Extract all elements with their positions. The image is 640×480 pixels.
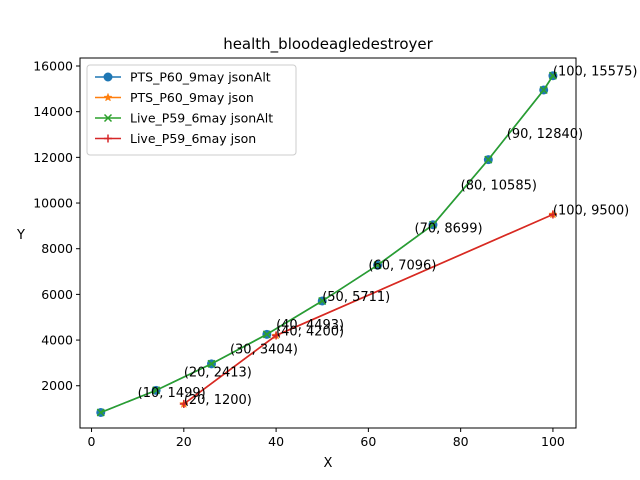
data-label: (50, 5711) [322, 290, 390, 305]
x-tick-label: 100 [541, 434, 565, 449]
data-label: (10, 1499) [138, 386, 206, 401]
y-tick-label: 2000 [41, 378, 73, 393]
data-point [152, 386, 161, 395]
x-tick-label: 20 [176, 434, 192, 449]
y-tick-label: 12000 [33, 150, 73, 165]
y-tick-label: 16000 [33, 58, 73, 73]
legend-label: Live_P59_6may json [130, 131, 256, 146]
y-tick-label: 4000 [41, 333, 73, 348]
y-axis-label: Y [16, 228, 25, 243]
data-label: (30, 3404) [230, 343, 298, 358]
data-annotations: (10, 1499) (20, 2413) (30, 3404) (40, 4493)… [138, 65, 638, 408]
data-label: (60, 7096) [368, 258, 436, 273]
x-axis-label: X [324, 456, 333, 471]
x-tick-label: 40 [268, 434, 284, 449]
legend-entry: PTS_P60_9may json [95, 90, 254, 105]
legend-box [86, 64, 297, 156]
data-point [96, 408, 105, 417]
y-tick-label: 10000 [33, 196, 73, 211]
data-label: (70, 8699) [415, 222, 483, 237]
y-tick-label: 8000 [41, 241, 73, 256]
legend-entry: Live_P59_6may json [95, 131, 256, 146]
x-axis: 0 20 40 60 80 100 [88, 428, 565, 449]
legend-label: PTS_P60_9may json [130, 90, 254, 105]
legend-marker [103, 92, 113, 102]
legend-entry: PTS_P60_9may jsonAlt [95, 70, 271, 85]
series-3 [179, 210, 557, 409]
series-2 [96, 71, 557, 417]
y-tick-label: 6000 [41, 287, 73, 302]
data-label: (40, 4200) [276, 325, 344, 340]
data-point [373, 261, 382, 270]
legend-marker [103, 72, 113, 82]
data-point [207, 359, 216, 368]
data-point [548, 210, 557, 219]
x-tick-label: 80 [453, 434, 469, 449]
plot-frame [79, 57, 577, 429]
data-point [548, 71, 557, 80]
data-label: (40, 4493) [276, 318, 344, 333]
data-point [179, 400, 188, 409]
data-point [262, 330, 271, 339]
y-axis: 2000 4000 6000 8000 10000 12000 14000 16000 [33, 58, 80, 393]
plot-area [96, 71, 558, 417]
data-point [428, 220, 437, 229]
data-label: (80, 10585) [461, 179, 537, 194]
legend-label: Live_P59_6may jsonAlt [130, 111, 273, 126]
legend: PTS_P60_9may jsonAlt PTS_P60_9may json Liv… [86, 64, 297, 156]
legend-entry: Live_P59_6may jsonAlt [95, 111, 273, 126]
data-label: (90, 12840) [507, 127, 583, 142]
legend-marker [104, 134, 112, 143]
chart-title: health_bloodeagledestroyer [223, 35, 433, 54]
data-point [272, 331, 281, 340]
data-label: (20, 2413) [184, 365, 252, 380]
series-line [100, 75, 554, 414]
data-point [539, 85, 548, 95]
data-label: (100, 9500) [553, 203, 629, 218]
data-label: (20, 1200) [184, 393, 252, 408]
legend-label: PTS_P60_9may jsonAlt [130, 70, 271, 85]
data-point [318, 296, 327, 306]
x-tick-label: 0 [88, 434, 96, 449]
x-tick-label: 60 [360, 434, 376, 449]
legend-marker [103, 113, 113, 123]
y-tick-label: 14000 [33, 104, 73, 119]
data-point [484, 155, 493, 164]
data-label: (100, 15575) [553, 65, 638, 80]
